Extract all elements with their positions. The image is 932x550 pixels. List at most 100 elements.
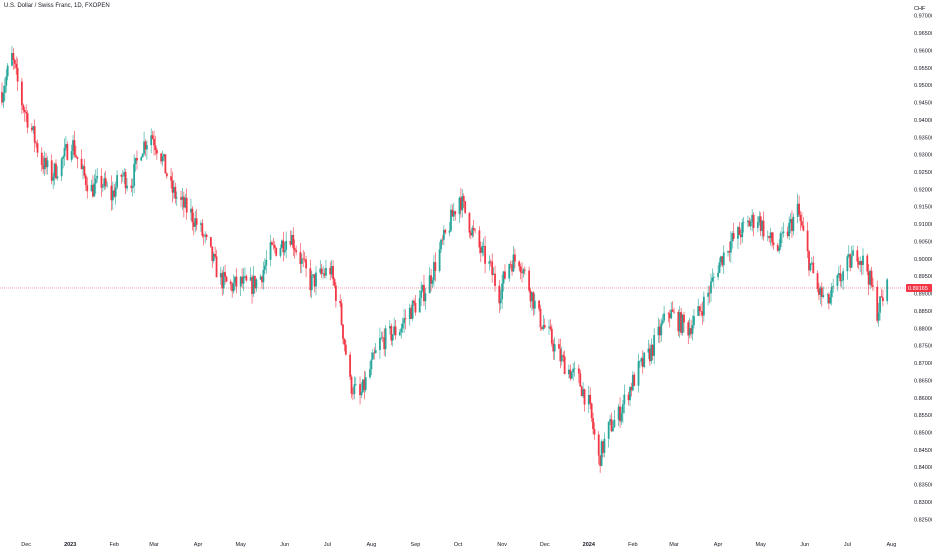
candle-up	[720, 256, 722, 263]
candle-down	[254, 275, 256, 289]
candle-down	[195, 218, 198, 225]
x-tick-label: Jul	[844, 542, 851, 548]
candle-up	[737, 227, 739, 239]
candle-up	[354, 384, 357, 385]
candle-down	[776, 245, 779, 251]
candle-up	[756, 222, 759, 228]
candle-down	[104, 178, 107, 186]
candle-up	[204, 234, 207, 237]
candle-up	[781, 233, 783, 234]
candle-down	[619, 406, 621, 422]
candle-down	[474, 230, 477, 231]
candle-up	[766, 236, 769, 237]
candle-down	[602, 441, 604, 453]
candle-down	[272, 244, 275, 246]
candle-up	[688, 328, 691, 336]
y-tick-label: 0.86000	[914, 396, 932, 402]
candle-down	[191, 208, 194, 223]
candle-down	[698, 306, 701, 311]
candle-up	[620, 413, 623, 422]
x-tick-label: Aug	[887, 542, 897, 548]
candle-up	[56, 176, 59, 179]
candle-down	[174, 187, 177, 199]
candle-up	[572, 368, 575, 373]
candle-down	[549, 326, 552, 330]
candle-up	[548, 326, 550, 328]
candle-up	[613, 419, 616, 428]
candle-down	[215, 256, 218, 278]
x-tick-label: Apr	[194, 542, 203, 548]
candle-up	[398, 332, 401, 336]
candle-up	[53, 163, 56, 178]
candle-up	[837, 273, 840, 276]
candle-up	[832, 285, 835, 287]
candle-up	[249, 277, 252, 281]
candle-up	[587, 394, 590, 405]
candle-down	[170, 176, 172, 181]
candle-up	[52, 177, 55, 181]
y-tick-label: 0.83000	[914, 500, 932, 506]
candle-down	[872, 285, 874, 287]
candle-down	[390, 326, 393, 341]
candle-up	[3, 85, 6, 94]
candle-up	[582, 389, 585, 397]
candle-up	[681, 314, 684, 334]
y-tick-label: 0.92500	[914, 170, 932, 176]
y-tick-label: 0.92000	[914, 187, 932, 193]
candle-down	[739, 234, 742, 238]
candle-up	[670, 309, 673, 319]
candle-down	[550, 329, 553, 344]
candle-up	[361, 379, 364, 393]
candle-down	[381, 337, 384, 339]
candle-down	[130, 185, 133, 188]
candle-up	[782, 231, 785, 234]
candle-up	[420, 290, 423, 298]
x-tick-label: Oct	[454, 542, 463, 548]
candle-down	[518, 261, 521, 267]
candle-up	[533, 300, 536, 309]
candle-up	[751, 214, 754, 223]
candle-up	[531, 292, 533, 302]
candle-up	[181, 196, 184, 200]
x-tick-label: Feb	[628, 542, 637, 548]
candle-down	[160, 153, 163, 162]
candle-down	[491, 261, 494, 275]
candle-down	[498, 285, 501, 304]
candle-down	[552, 343, 555, 352]
candle-down	[791, 219, 793, 232]
candle-down	[26, 113, 29, 128]
time-axis[interactable]: Dec 2023 Feb Mar Apr May Jun Jul Aug Sep Oct Nov Dec…	[21, 542, 896, 548]
candle-up	[722, 252, 725, 266]
candle-up	[458, 197, 461, 215]
candle-up	[647, 348, 650, 353]
candle-down	[532, 292, 535, 309]
candle-down	[344, 344, 347, 355]
candle-up	[370, 359, 373, 370]
candle-down	[414, 302, 417, 313]
candle-down	[738, 227, 741, 235]
price-axis[interactable]: 0.97000 0.96500 0.96000 0.95500 0.95000 0.945…	[914, 14, 932, 524]
y-tick-label: 0.91500	[914, 205, 932, 211]
candle-down	[273, 245, 276, 248]
y-tick-label: 0.91000	[914, 222, 932, 228]
candle-down	[202, 235, 205, 237]
candle-down	[441, 239, 444, 241]
y-tick-label: 0.85000	[914, 430, 932, 436]
y-tick-label: 0.84000	[914, 465, 932, 471]
y-tick-label: 0.97000	[914, 14, 932, 20]
candle-down	[579, 373, 582, 387]
candle-up	[693, 315, 695, 325]
candle-down	[651, 345, 654, 356]
candle-down	[820, 287, 823, 297]
candle-down	[577, 368, 580, 374]
candle-up	[146, 145, 148, 150]
candle-up	[283, 249, 286, 253]
candle-down	[866, 255, 869, 272]
candle-down	[658, 326, 661, 336]
candle-down	[708, 292, 711, 294]
candle-up	[796, 203, 799, 217]
candle-up	[408, 307, 411, 320]
candle-down	[671, 309, 674, 312]
candle-up	[265, 259, 268, 266]
